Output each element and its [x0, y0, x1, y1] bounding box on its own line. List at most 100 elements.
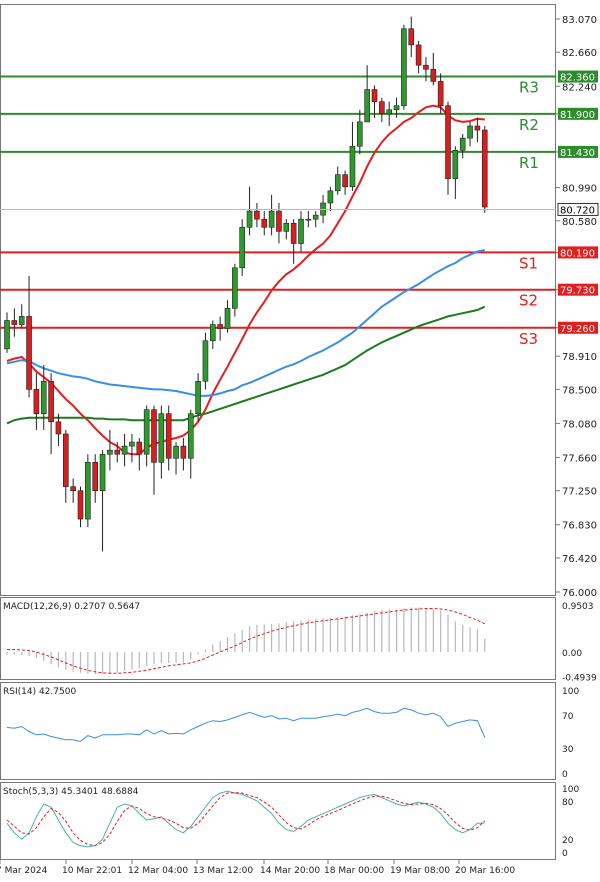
candle-bull [386, 109, 393, 115]
time-axis-label: 20 Mar 16:00 [455, 866, 515, 876]
candle-bull [129, 441, 135, 447]
macd-axis-label: -0.4939 [562, 673, 597, 683]
candle-bull [393, 105, 400, 111]
candle-bull [305, 218, 312, 221]
candle-bull [85, 462, 91, 520]
stoch-k-line [6, 790, 485, 848]
candle-bear [114, 449, 121, 455]
level-price-badge [558, 246, 598, 259]
candle-bear [151, 409, 157, 463]
time-axis-label: 10 Mar 22:01 [62, 866, 122, 876]
candle-bull [210, 324, 216, 342]
candle-bull [40, 380, 47, 414]
stoch-axis-label: 20 [562, 836, 574, 846]
level-price-label: 82.360 [560, 73, 595, 84]
candle-bear [437, 81, 444, 107]
candle-bull [364, 89, 370, 123]
price-axis-label: 76.000 [562, 588, 597, 599]
candle-bull [312, 214, 319, 220]
price-axis-label: 82.660 [562, 48, 597, 59]
level-name-s3: S3 [519, 330, 538, 348]
candle-bear [371, 89, 378, 102]
candle-bull [173, 445, 179, 459]
macd-title: MACD(12,26,9) 0.2707 0.5647 [3, 602, 140, 612]
candle-bear [62, 433, 69, 487]
candle-bull [224, 308, 231, 329]
candle-bear [430, 68, 437, 82]
level-price-badge [558, 70, 598, 83]
level-price-label: 81.430 [560, 148, 595, 159]
candle-bull [232, 267, 238, 309]
macd-signal-line [7, 608, 486, 674]
moving-average-line-3 [6, 305, 486, 425]
rsi-axis-label: 100 [562, 687, 579, 697]
level-name-r1: R1 [519, 154, 539, 172]
candle-bull [283, 222, 290, 232]
candle-bear [180, 445, 187, 459]
rsi-axis-label: 0 [562, 770, 568, 780]
candle-bull [467, 125, 473, 139]
candle-bear [276, 210, 282, 232]
level-name-r3: R3 [519, 79, 539, 97]
stoch-axis-label: 0 [562, 849, 568, 859]
candle-bull [195, 380, 201, 414]
candle-bull [4, 320, 10, 350]
current-price-badge [557, 202, 599, 216]
level-price-badge [558, 283, 598, 296]
candle-bull [349, 145, 356, 188]
level-name-s1: S1 [519, 254, 538, 272]
price-axis-label: 77.250 [562, 487, 597, 498]
level-price-badge [558, 321, 598, 334]
candle-bull [459, 137, 466, 151]
price-axis-label: 78.910 [562, 352, 597, 363]
price-axis-label: 78.500 [562, 385, 597, 396]
rsi-axis-label: 70 [562, 712, 574, 722]
candle-bear [254, 210, 260, 220]
time-axis-label: 19 Mar 08:00 [390, 866, 450, 876]
candle-bear [217, 324, 223, 329]
candle-bear [55, 421, 62, 435]
candle-bull [356, 121, 363, 147]
rsi-line [6, 707, 486, 743]
candle-bull [158, 413, 165, 463]
candle-bear [26, 316, 32, 390]
level-price-label: 80.190 [560, 248, 595, 259]
macd-axis-label: 0.9503 [562, 602, 594, 612]
candle-bull [121, 445, 128, 455]
price-axis-label: 76.420 [562, 554, 597, 565]
stoch-axis-label: 100 [562, 785, 579, 795]
candle-bear [342, 174, 348, 188]
candle-bull [452, 149, 459, 179]
candle-bear [33, 389, 40, 414]
level-price-badge [558, 107, 598, 120]
price-axis-label: 82.240 [562, 82, 597, 93]
time-axis-label: 12 Mar 04:00 [128, 866, 188, 876]
level-price-label: 79.260 [560, 324, 595, 335]
stoch-d-line [6, 791, 486, 847]
candle-bear [481, 129, 488, 208]
candle-bull [327, 190, 334, 204]
candle-bull [187, 413, 194, 459]
candle-bear [11, 320, 18, 325]
candle-bear [77, 490, 84, 520]
candle-bear [290, 222, 297, 244]
candle-bull [298, 218, 304, 244]
stoch-axis-label: 80 [562, 798, 574, 808]
level-price-label: 79.730 [560, 286, 595, 297]
level-name-r2: R2 [519, 116, 539, 134]
candle-bear [48, 380, 54, 423]
price-axis-label: 83.070 [562, 15, 597, 26]
candle-bear [415, 44, 422, 66]
level-price-badge [558, 145, 598, 158]
price-axis-label: 80.580 [562, 217, 597, 228]
price-axis-label: 76.830 [562, 521, 597, 532]
candle-bear [408, 28, 415, 46]
rsi-panel-frame [0, 682, 556, 780]
candle-bear [92, 462, 98, 491]
candle-bear [165, 413, 172, 459]
price-axis-label: 80.990 [562, 184, 597, 195]
price-axis-label: 78.080 [562, 419, 597, 430]
level-name-s2: S2 [519, 292, 538, 310]
macd-axis-label: 0.00 [562, 649, 582, 659]
